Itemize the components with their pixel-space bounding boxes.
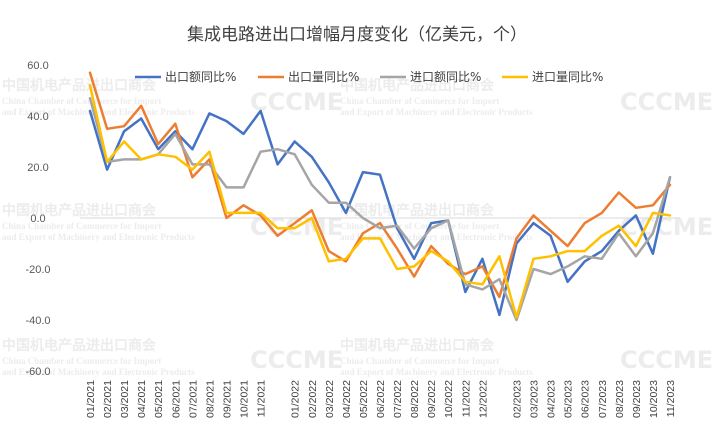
- legend-item-1: 出口额同比%: [135, 70, 236, 84]
- x-tick-label: 05/2021: [153, 380, 165, 418]
- x-tick-label: 08/2023: [614, 380, 626, 418]
- watermark-cn-text: 中国机电产品进出口商会: [2, 77, 157, 94]
- x-tick-label: 01/2022: [290, 380, 302, 418]
- x-tick-label: 06/2021: [170, 380, 182, 418]
- series-line-1: [88, 109, 672, 317]
- series-layer: [88, 71, 672, 322]
- x-tick-label: 04/2023: [546, 380, 558, 418]
- watermark: 中国机电产品进出口商会 China Chamber of Commerce for…: [340, 202, 533, 242]
- series-line-2: [88, 71, 672, 299]
- x-tick-label: 09/2022: [426, 380, 438, 418]
- x-tick-label: 05/2023: [563, 380, 575, 418]
- chart-title: 集成电路进出口增幅月度变化（亿美元，个）: [187, 25, 527, 45]
- watermark-cn-text: 中国机电产品进出口商会: [340, 77, 495, 94]
- x-tick-label: 02/2021: [102, 380, 114, 418]
- watermark-logo: CCCME: [620, 346, 713, 374]
- watermark: 中国机电产品进出口商会 China Chamber of Commerce for…: [2, 77, 195, 117]
- watermark-en-line1: China Chamber of Commerce for Import: [340, 96, 499, 106]
- x-tick-label: 10/2023: [648, 380, 660, 418]
- x-tick-label: 11/2023: [665, 380, 677, 417]
- x-tick-label: 08/2021: [204, 380, 216, 418]
- x-tick-label: 11/2022: [460, 380, 472, 417]
- watermark: 中国机电产品进出口商会 China Chamber of Commerce for…: [2, 337, 195, 377]
- legend-label: 出口量同比%: [288, 70, 359, 84]
- x-tick-label: 03/2022: [324, 380, 336, 418]
- y-tick-label: -60.0: [25, 366, 50, 378]
- x-tick-label: 03/2021: [119, 380, 131, 418]
- x-tick-label: 06/2023: [580, 380, 592, 418]
- y-tick-label: 40.0: [27, 111, 48, 123]
- watermark-logo: CCCME: [250, 346, 343, 374]
- watermark-cn-text: 中国机电产品进出口商会: [2, 202, 157, 219]
- x-tick-label: 03/2023: [529, 380, 541, 418]
- legend: 出口额同比% 出口量同比% 进口额同比% 进口量同比%: [135, 70, 603, 84]
- watermark-en-line2: and Export of Machinery and Electronic P…: [2, 367, 195, 377]
- x-tick-label: 04/2022: [341, 380, 353, 418]
- x-tick-label: 01/2021: [85, 380, 97, 418]
- legend-item-2: 出口量同比%: [258, 70, 359, 84]
- watermark: 中国机电产品进出口商会 China Chamber of Commerce for…: [340, 337, 533, 377]
- watermark-en-line2: and Export of Machinery and Electronic P…: [340, 107, 533, 117]
- watermark-en-line2: and Export of Machinery and Electronic P…: [2, 232, 195, 242]
- x-tick-label: 05/2022: [358, 380, 370, 418]
- x-tick-label: 02/2022: [307, 380, 319, 418]
- y-tick-label: -40.0: [25, 315, 50, 327]
- watermark-en-line2: and Export of Machinery and Electronic P…: [340, 232, 533, 242]
- watermark-cn-text: 中国机电产品进出口商会: [340, 337, 495, 354]
- legend-item-3: 进口额同比%: [380, 70, 481, 84]
- x-tick-label: 07/2022: [392, 380, 404, 418]
- y-tick-label: 60.0: [27, 60, 48, 72]
- x-tick-label: 06/2022: [375, 380, 387, 418]
- y-tick-label: -20.0: [25, 264, 50, 276]
- watermark-en-line1: China Chamber of Commerce for Import: [340, 221, 499, 231]
- watermark-logo: CCCME: [620, 88, 713, 116]
- x-tick-label: 09/2021: [221, 380, 233, 418]
- watermark-layer: 中国机电产品进出口商会 China Chamber of Commerce for…: [2, 77, 713, 377]
- watermark-logo: CCCME: [250, 88, 343, 116]
- watermark-en-line1: China Chamber of Commerce for Import: [2, 221, 161, 231]
- watermark-en-line2: and Export of Machinery and Electronic P…: [2, 107, 195, 117]
- watermark-en-line1: China Chamber of Commerce for Import: [2, 356, 161, 366]
- watermark: 中国机电产品进出口商会 China Chamber of Commerce for…: [340, 77, 533, 117]
- y-tick-label: 20.0: [27, 162, 48, 174]
- x-tick-label: 07/2021: [187, 380, 199, 418]
- x-tick-label: 12/2022: [477, 380, 489, 418]
- watermark-en-line1: China Chamber of Commerce for Import: [2, 96, 161, 106]
- x-tick-label: 04/2021: [136, 380, 148, 418]
- x-tick-label: 10/2021: [239, 380, 251, 418]
- watermark-cn-text: 中国机电产品进出口商会: [2, 337, 157, 354]
- watermark-en-line2: and Export of Machinery and Electronic P…: [340, 367, 533, 377]
- series-line-4: [88, 84, 672, 319]
- x-tick-label: 08/2022: [409, 380, 421, 418]
- x-tick-label: 10/2022: [443, 380, 455, 418]
- x-tick-label: 02/2023: [511, 380, 523, 418]
- watermark-en-line1: China Chamber of Commerce for Import: [340, 356, 499, 366]
- y-axis: 60.0 40.0 20.0 0.0 -20.0 -40.0 -60.0: [25, 60, 50, 378]
- legend-label: 出口额同比%: [165, 70, 236, 84]
- watermark-cn-text: 中国机电产品进出口商会: [340, 202, 495, 219]
- y-tick-label: 0.0: [30, 213, 45, 225]
- x-tick-label: 09/2023: [631, 380, 643, 418]
- x-axis: 01/2021 02/2021 03/2021 04/2021 05/2021 06/20…: [85, 380, 677, 418]
- watermark: 中国机电产品进出口商会 China Chamber of Commerce for…: [2, 202, 195, 242]
- legend-label: 进口额同比%: [410, 70, 481, 84]
- x-tick-label: 11/2021: [256, 380, 268, 417]
- series-line-3: [88, 96, 672, 322]
- x-tick-label: 07/2023: [597, 380, 609, 418]
- legend-item-4: 进口量同比%: [502, 70, 603, 84]
- legend-label: 进口量同比%: [532, 70, 603, 84]
